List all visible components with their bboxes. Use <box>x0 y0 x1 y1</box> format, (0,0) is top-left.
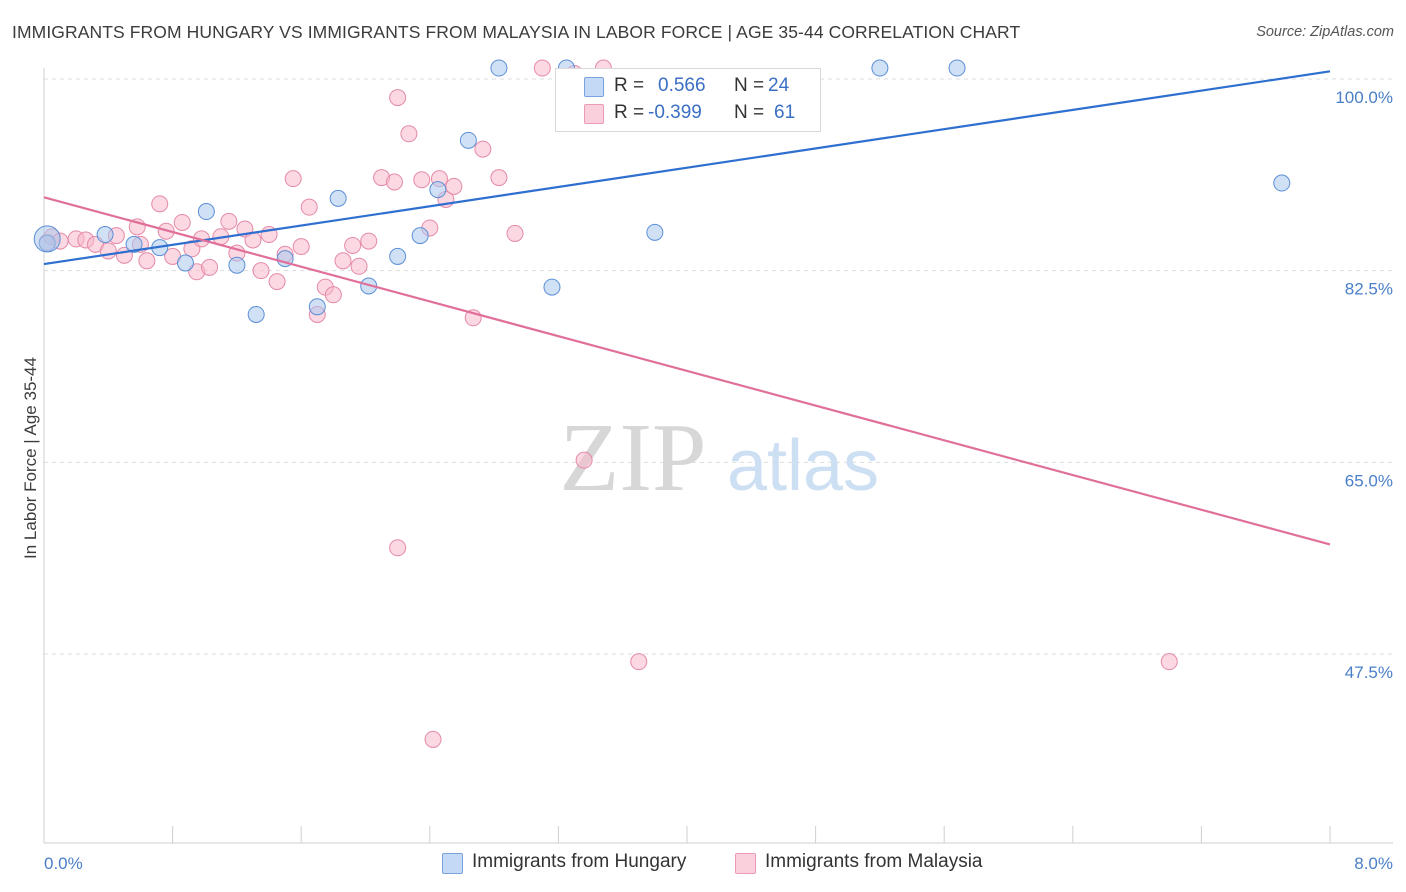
malaysia-point <box>385 173 403 191</box>
malaysia-point <box>445 177 463 195</box>
malaysia-point <box>533 59 551 77</box>
malaysia-point <box>151 195 169 213</box>
malaysia-point <box>575 451 593 469</box>
hungary-point <box>429 181 447 199</box>
malaysia-point <box>138 252 156 270</box>
malaysia-point <box>1160 653 1178 671</box>
malaysia-point <box>360 232 378 250</box>
chart-title: IMMIGRANTS FROM HUNGARY VS IMMIGRANTS FR… <box>12 22 1021 42</box>
legend-row-hungary: R = 0.566 N = 24 <box>556 73 820 101</box>
malaysia-point <box>506 224 524 242</box>
hungary-point <box>247 305 265 323</box>
y-tick-label: 100.0% <box>1335 88 1393 107</box>
r-label: R = <box>614 75 645 96</box>
watermark: ZIP atlas <box>560 404 880 512</box>
malaysia-swatch <box>584 104 604 124</box>
r-value: -0.399 <box>648 102 702 123</box>
malaysia-point <box>173 213 191 231</box>
source-label: Source: ZipAtlas.com <box>1256 24 1394 40</box>
legend-label: Immigrants from Malaysia <box>765 851 983 872</box>
hungary-point <box>948 59 966 77</box>
n-value: 61 <box>774 102 796 123</box>
malaysia-swatch <box>735 853 756 874</box>
malaysia-point <box>284 170 302 188</box>
x-tick-label: 0.0% <box>44 854 83 873</box>
malaysia-point <box>400 125 418 143</box>
n-value: 24 <box>768 75 790 96</box>
hungary-point <box>459 131 477 149</box>
malaysia-point <box>334 252 352 270</box>
trend-lines <box>43 70 1331 546</box>
hungary-point <box>389 247 407 265</box>
x-tick-label: 8.0% <box>1354 854 1393 873</box>
n-label: N = <box>734 102 765 123</box>
malaysia-point <box>350 257 368 275</box>
malaysia-point <box>389 89 407 107</box>
watermark-atlas: atlas <box>727 426 879 506</box>
hungary-point <box>1273 174 1291 192</box>
hungary-point <box>176 254 194 272</box>
series-legend: Immigrants from Hungary Immigrants from … <box>0 851 1406 879</box>
hungary-points <box>33 59 1291 323</box>
n-label: N = <box>734 75 765 96</box>
malaysia-point <box>300 198 318 216</box>
axes <box>43 68 1393 844</box>
malaysia-point <box>99 242 117 260</box>
gridlines <box>44 78 1393 655</box>
legend-row-malaysia: R = -0.399 N = 61 <box>556 100 820 128</box>
r-value: 0.566 <box>658 75 706 96</box>
malaysia-point <box>292 238 310 256</box>
malaysia-point <box>324 286 342 304</box>
malaysia-point <box>201 258 219 276</box>
hungary-swatch <box>584 77 604 97</box>
legend-label: Immigrants from Hungary <box>472 851 687 872</box>
malaysia-point <box>424 730 442 748</box>
y-tick-label: 82.5% <box>1345 280 1393 299</box>
hungary-point <box>33 225 61 253</box>
y-tick-label: 47.5% <box>1345 663 1393 682</box>
malaysia-point <box>220 212 238 230</box>
hungary-point <box>329 189 347 207</box>
hungary-swatch <box>442 853 463 874</box>
malaysia-point <box>268 273 286 291</box>
tick-labels: 100.0% 82.5% 65.0% 47.5% 0.0% 8.0% <box>44 88 1393 873</box>
malaysia-point <box>474 140 492 158</box>
hungary-point <box>197 203 215 221</box>
hungary-point <box>490 59 508 77</box>
hungary-point <box>646 223 664 241</box>
y-tick-label: 65.0% <box>1345 471 1393 490</box>
hungary-point <box>125 235 143 253</box>
hungary-point <box>96 226 114 244</box>
malaysia-point <box>344 236 362 254</box>
hungary-trend-line <box>43 70 1331 266</box>
malaysia-point <box>490 169 508 187</box>
r-label: R = <box>614 102 645 123</box>
malaysia-point <box>413 171 431 189</box>
hungary-point <box>228 256 246 274</box>
malaysia-point <box>252 262 270 280</box>
hungary-point <box>543 278 561 296</box>
malaysia-point <box>630 653 648 671</box>
hungary-point <box>871 59 889 77</box>
malaysia-trend-line <box>43 196 1331 546</box>
hungary-point <box>411 227 429 245</box>
x-minor-ticks <box>172 826 1331 843</box>
malaysia-point <box>389 539 407 557</box>
correlation-legend: R = 0.566 N = 24 R = -0.399 N = 61 <box>555 68 821 132</box>
hungary-point <box>308 298 326 316</box>
